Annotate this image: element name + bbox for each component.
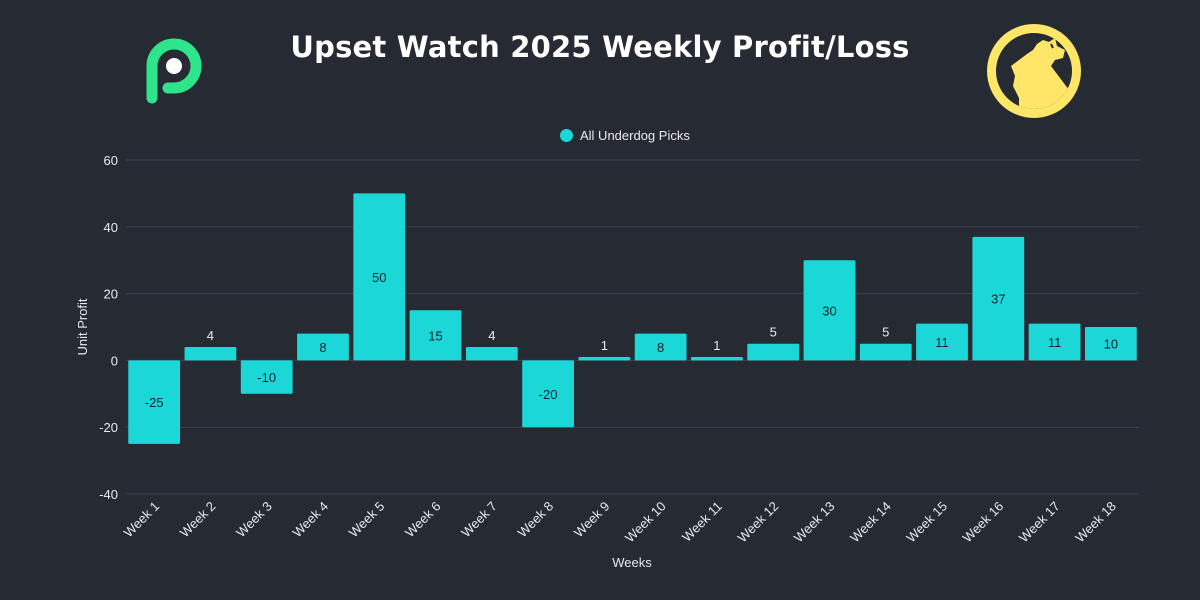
x-tick-label: Week 11 bbox=[679, 499, 725, 545]
x-tick-label: Week 5 bbox=[346, 499, 388, 541]
y-tick-label: 40 bbox=[104, 220, 118, 235]
data-label: 15 bbox=[428, 328, 442, 343]
bar bbox=[972, 236, 1025, 361]
x-tick-label: Week 9 bbox=[571, 499, 613, 541]
bar bbox=[409, 310, 462, 361]
legend: All Underdog Picks bbox=[560, 126, 690, 144]
bar bbox=[353, 193, 406, 361]
bar bbox=[1028, 323, 1081, 361]
data-label: 37 bbox=[991, 292, 1005, 307]
data-label: 5 bbox=[882, 325, 889, 340]
y-tick-label: -20 bbox=[99, 420, 118, 435]
bar bbox=[1084, 327, 1137, 361]
x-tick-label: Week 14 bbox=[847, 499, 894, 546]
bar bbox=[522, 360, 574, 428]
y-tick-label: 20 bbox=[104, 287, 118, 302]
data-label: 10 bbox=[1104, 337, 1118, 352]
data-label: -10 bbox=[257, 370, 276, 385]
bar bbox=[634, 333, 687, 361]
data-label: 8 bbox=[319, 340, 326, 355]
legend-swatch bbox=[560, 128, 573, 142]
data-label: 4 bbox=[207, 328, 214, 343]
x-axis-title: Weeks bbox=[612, 555, 652, 570]
x-tick-label: Week 17 bbox=[1016, 499, 1063, 546]
y-tick-label: 0 bbox=[111, 353, 118, 368]
x-tick-label: Week 3 bbox=[233, 499, 275, 541]
x-tick-label: Week 16 bbox=[960, 499, 1007, 546]
data-label: 8 bbox=[657, 340, 664, 355]
x-tick-label: Week 2 bbox=[177, 499, 219, 541]
x-tick-label: Week 4 bbox=[289, 499, 331, 541]
bar bbox=[859, 343, 912, 361]
x-tick-label: Week 15 bbox=[903, 499, 950, 546]
y-tick-label: -40 bbox=[99, 487, 118, 502]
x-tick-label: Week 10 bbox=[622, 499, 669, 546]
x-tick-label: Week 12 bbox=[735, 499, 782, 546]
y-tick-label: 60 bbox=[104, 153, 118, 168]
data-label: -20 bbox=[539, 387, 558, 402]
data-label: 4 bbox=[488, 328, 495, 343]
x-tick-label: Week 7 bbox=[458, 499, 500, 541]
x-tick-label: Week 6 bbox=[402, 499, 444, 541]
data-label: 11 bbox=[935, 335, 949, 350]
bar bbox=[803, 260, 856, 361]
data-label: 1 bbox=[601, 338, 608, 353]
x-tick-label: Week 18 bbox=[1072, 499, 1119, 546]
y-axis-title: Unit Profit bbox=[75, 298, 90, 355]
chart-title: Upset Watch 2025 Weekly Profit/Loss bbox=[290, 30, 910, 64]
x-tick-label: Week 1 bbox=[121, 499, 163, 541]
data-label: 5 bbox=[770, 325, 777, 340]
bar bbox=[916, 323, 968, 361]
x-tick-label: Week 8 bbox=[515, 499, 557, 541]
bar bbox=[578, 357, 631, 361]
legend-label: All Underdog Picks bbox=[580, 127, 690, 143]
data-label: 11 bbox=[1048, 335, 1062, 350]
data-label: 50 bbox=[372, 270, 386, 285]
bar bbox=[465, 347, 518, 361]
bar bbox=[240, 360, 293, 394]
bar bbox=[747, 343, 800, 361]
x-tick-label: Week 13 bbox=[791, 499, 838, 546]
bar bbox=[297, 333, 349, 361]
data-label: 30 bbox=[822, 303, 836, 318]
data-label: 1 bbox=[713, 338, 720, 353]
wolf-howl-icon bbox=[983, 20, 1085, 122]
bar bbox=[184, 347, 237, 361]
brand-p-icon bbox=[142, 36, 208, 108]
bar bbox=[691, 357, 743, 361]
data-label: -25 bbox=[145, 395, 164, 410]
bar bbox=[128, 360, 181, 444]
